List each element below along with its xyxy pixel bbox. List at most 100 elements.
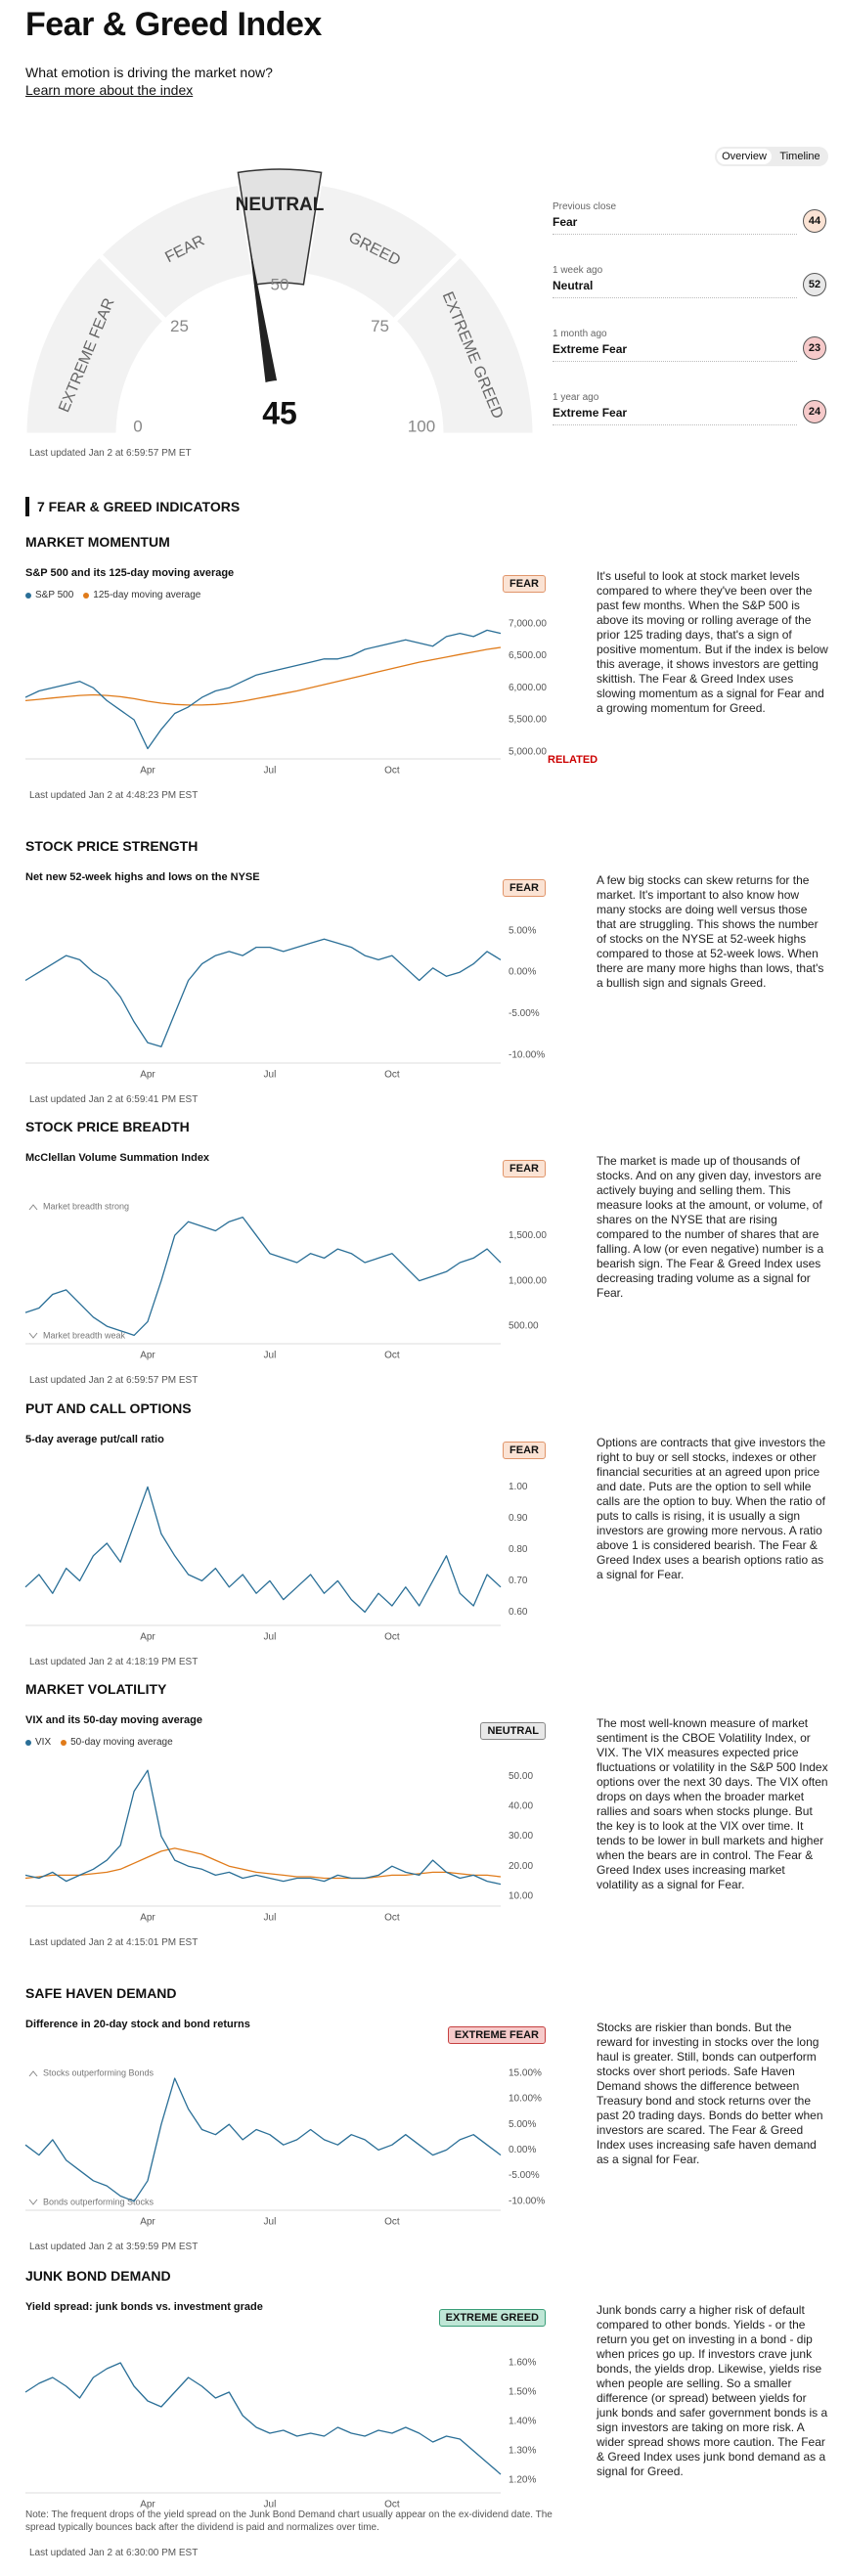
y-tick-label: 1.00 [509,1482,528,1492]
gauge-last-updated: Last updated Jan 2 at 6:59:57 PM ET [29,448,192,459]
tab-timeline[interactable]: Timeline [779,151,820,162]
x-tick-label: Oct [384,1913,400,1924]
y-tick-label: 0.90 [509,1513,528,1524]
history-score: 44 [803,209,826,233]
x-tick-label: Apr [140,1913,155,1924]
chart-title: McClellan Volume Summation Index [25,1152,210,1164]
x-tick-label: Apr [140,1351,155,1361]
chart-annotation: Market breadth weak [43,1330,126,1340]
legend-label: VIX [35,1737,52,1748]
indicator-heading: SAFE HAVEN DEMAND [25,1985,177,2001]
indicator-description: A few big stocks can skew returns for th… [597,873,824,990]
history-divider [553,424,797,425]
legend-swatch [61,1739,67,1746]
y-tick-label: -10.00% [509,2196,545,2206]
history-item: 1 month ago Extreme Fear 23 [553,329,828,368]
related-tag: RELATED [548,754,598,766]
x-tick-label: Jul [264,1070,277,1081]
line-chart: 5,000.00 5,500.00 6,000.00 6,500.00 7,000.00… [24,618,547,777]
legend: S&P 500 125-day moving average [25,590,200,600]
y-tick-label: 15.00% [509,2067,542,2078]
tab-overview[interactable]: Overview [717,149,772,164]
indicator: MARKET MOMENTUM S&P 500 and its 125-day m… [0,528,841,822]
y-tick-label: 10.00 [509,1891,533,1902]
indicator-heading: PUT AND CALL OPTIONS [25,1400,192,1416]
x-tick-label: Oct [384,766,400,777]
x-tick-label: Apr [140,1070,155,1081]
history-divider [553,297,797,298]
legend-item: VIX [25,1737,51,1748]
y-tick-label: 6,000.00 [509,683,547,693]
annotation-chevron [28,2198,38,2205]
x-tick-label: Apr [140,2217,155,2228]
rating-badge: FEAR [503,879,546,897]
x-tick-label: Jul [264,2500,277,2510]
legend-label: 125-day moving average [93,590,201,600]
x-tick-label: Oct [384,2500,400,2510]
last-updated: Last updated Jan 2 at 3:59:59 PM EST [29,2242,199,2252]
history-label: 1 year ago [553,392,599,403]
gauge-tick-label: 100 [408,417,435,435]
chart-title: VIX and its 50-day moving average [25,1714,202,1726]
chart-title: S&P 500 and its 125-day moving average [25,567,235,579]
line-chart: 50.00 40.00 30.00 20.00 10.00 Apr Jul Oct [24,1769,533,1924]
y-tick-label: -5.00% [509,2170,540,2181]
history-label: 1 month ago [553,329,607,339]
annotation-chevron [28,2070,38,2077]
last-updated: Last updated Jan 2 at 6:59:57 PM EST [29,1375,199,1386]
chart-title: 5-day average put/call ratio [25,1434,164,1445]
last-updated: Last updated Jan 2 at 6:59:41 PM EST [29,1094,199,1105]
legend-item: 50-day moving average [61,1737,173,1748]
indicator-description: It's useful to look at stock market leve… [597,569,828,715]
view-tabs: Overview Timeline [715,147,828,166]
y-tick-label: 5,500.00 [509,715,547,726]
y-tick-label: 0.60 [509,1607,528,1618]
y-tick-label: 5.00% [509,2119,536,2130]
last-updated: Last updated Jan 2 at 6:30:00 PM EST [29,2548,199,2558]
line-chart: 15.00% 10.00% 5.00% 0.00% -5.00% -10.00% Apr Ju… [24,2067,545,2228]
indicator-heading: MARKET VOLATILITY [25,1681,167,1697]
rating-badge: FEAR [503,575,546,593]
x-tick-label: Apr [140,766,155,777]
x-tick-label: Jul [264,1913,277,1924]
legend-swatch [25,1739,31,1746]
y-tick-label: 1.40% [509,2417,536,2427]
y-tick-label: 7,000.00 [509,618,547,629]
legend-item: S&P 500 [25,590,73,600]
y-tick-label: -10.00% [509,1049,545,1060]
x-tick-label: Jul [264,1351,277,1361]
history-rating: Extreme Fear [553,342,628,356]
rating-badge: EXTREME FEAR [447,2026,546,2044]
y-tick-label: 30.00 [509,1831,533,1842]
y-tick-label: 5,000.00 [509,746,547,757]
learn-more-link[interactable]: Learn more about the index [25,82,194,98]
indicator-description: The market is made up of thousands of st… [597,1154,824,1300]
indicator: STOCK PRICE BREADTH McClellan Volume Summ… [0,1113,841,1406]
series-line [24,1216,502,1337]
legend-label: 50-day moving average [70,1737,173,1748]
section-title: 7 FEAR & GREED INDICATORS [37,499,241,514]
y-tick-label: 10.00% [509,2094,542,2105]
x-tick-label: Apr [140,1632,155,1643]
chart-title: Yield spread: junk bonds vs. investment … [25,2301,263,2313]
y-tick-label: 500.00 [509,1321,539,1332]
x-tick-label: Jul [264,766,277,777]
history-label: 1 week ago [553,265,603,276]
history-rating: Neutral [553,279,594,292]
line-chart: 1.60% 1.50% 1.40% 1.30% 1.20% Apr Jul Oct [24,2358,536,2510]
x-tick-label: Oct [384,1351,400,1361]
history-divider [553,234,797,235]
gauge-value: 45 [262,395,297,430]
y-tick-label: 5.00% [509,925,536,936]
chart-annotation: Market breadth strong [43,1201,129,1211]
y-tick-label: 0.00% [509,2145,536,2155]
x-tick-label: Jul [264,1632,277,1643]
history-rating: Fear [553,215,578,229]
gauge-tick-label: 25 [170,317,189,335]
line-chart: 500.00 1,000.00 1,500.00 Apr Jul Oct Market br… [24,1201,547,1361]
x-tick-label: Jul [264,2217,277,2228]
history-label: Previous close [553,201,617,212]
chart-annotation: Stocks outperforming Bonds [43,2067,155,2077]
annotation-chevron [28,1204,38,1211]
history-rating: Extreme Fear [553,406,628,420]
